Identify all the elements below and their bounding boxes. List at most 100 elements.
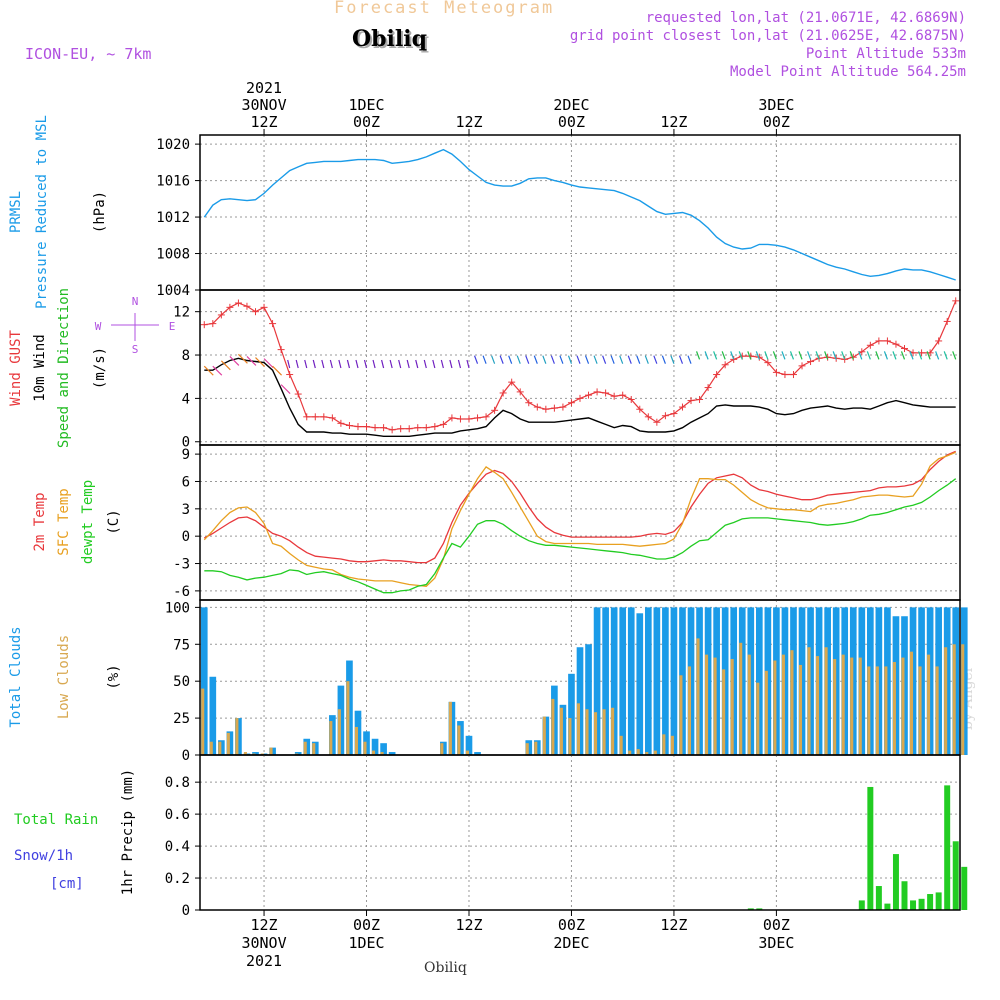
wind-direction-arrow (415, 359, 419, 369)
wind-direction-arrow (246, 356, 257, 366)
total-cloud-bar (465, 735, 473, 755)
rain-bar (747, 908, 754, 910)
wind-unit: (m/s) (92, 347, 108, 389)
low-cloud-bar (201, 688, 205, 755)
wind-direction-arrow (627, 355, 632, 364)
gust-marker (200, 321, 208, 329)
wind-direction-arrow (559, 355, 564, 364)
low-cloud-bar (611, 707, 615, 755)
low-cloud-bar (892, 662, 896, 755)
gust-marker (935, 337, 943, 345)
wind-direction-arrow (272, 365, 283, 376)
bottom-time-year: 2021 (246, 952, 282, 970)
gust-marker (772, 368, 780, 376)
wind-label-speed: 10m Wind (32, 334, 48, 401)
low-cloud-bar (534, 741, 538, 755)
temp-line-2 (204, 478, 957, 594)
gust-marker (781, 371, 789, 379)
top-time-date: 2DEC (553, 96, 589, 114)
wind-direction-arrow (363, 359, 368, 369)
temp-line-0 (203, 450, 956, 564)
wind-direction-arrow (508, 355, 513, 364)
total-cloud-bar (755, 607, 763, 755)
gust-marker (883, 337, 891, 345)
top-time-hour: 00Z (763, 113, 790, 131)
total-cloud-bar (474, 752, 481, 755)
low-cloud-bar (303, 741, 307, 755)
wind-direction-arrow (533, 355, 538, 364)
wind-direction-arrow (824, 351, 829, 360)
wind-direction-arrow (499, 355, 504, 364)
wind-direction-arrow (832, 351, 837, 360)
gust-marker (371, 424, 379, 432)
low-cloud-bar (961, 644, 965, 755)
gust-marker (627, 395, 635, 403)
y-tick-label: -6 (173, 584, 190, 600)
rain-bar (944, 785, 951, 910)
low-cloud-bar (619, 735, 623, 755)
low-cloud-bar (790, 650, 794, 755)
gust-marker (431, 423, 439, 431)
wind-direction-arrow (661, 355, 666, 364)
gust-marker (892, 340, 900, 348)
low-cloud-bar (679, 675, 683, 755)
rain-bar (867, 786, 874, 910)
y-tick-label: -3 (173, 557, 190, 573)
low-cloud-bar (901, 657, 905, 755)
wind-direction-arrow (815, 351, 820, 360)
wind-direction-arrow (918, 351, 923, 360)
low-cloud-bar (696, 638, 700, 755)
wind-direction-arrow (695, 351, 701, 360)
bottom-time-date: 30NOV (241, 934, 286, 952)
wind-direction-arrow (798, 351, 803, 360)
y-tick-label: 0 (182, 529, 190, 545)
low-cloud-bar (559, 707, 563, 755)
gust-marker (542, 405, 550, 413)
gust-marker (226, 303, 234, 311)
model-name: ICON-EU, ~ 7km (25, 45, 152, 63)
wind-direction-arrow (875, 351, 880, 360)
y-tick-label: 0.8 (165, 775, 190, 791)
panel-border (199, 754, 961, 911)
gust-marker (491, 406, 499, 414)
low-cloud-bar (764, 670, 768, 755)
rain-bar (927, 894, 934, 910)
gust-marker (849, 353, 857, 361)
gust-marker (217, 311, 225, 319)
y-tick-label: 8 (182, 348, 190, 364)
rain-bar (756, 908, 763, 910)
gust-marker (721, 361, 729, 369)
y-tick-label: 75 (173, 637, 190, 653)
gust-marker (209, 320, 217, 328)
gust-marker (952, 297, 960, 305)
panel-precipitation: 0 0.2 0.4 0.6 0.8 (165, 754, 968, 919)
total-cloud-bar (610, 607, 618, 755)
bottom-time-date: 1DEC (348, 934, 384, 952)
low-cloud-bar (850, 657, 854, 755)
rain-bar (961, 866, 968, 910)
gust-marker (414, 424, 422, 432)
gust-marker (474, 414, 482, 422)
low-cloud-bar (269, 747, 273, 755)
low-cloud-bar (602, 709, 606, 755)
gust-marker (687, 397, 695, 405)
low-cloud-bar (448, 701, 452, 755)
model-altitude: Model Point Altitude 564.25m (729, 64, 966, 80)
top-time-hour: 12Z (660, 113, 687, 131)
gust-line (204, 300, 957, 431)
wind-direction-arrow (730, 351, 735, 360)
gust-marker (678, 403, 686, 411)
gust-marker (448, 414, 456, 422)
wind-direction-arrow (466, 359, 470, 369)
bottom-time-date: 2DEC (553, 934, 589, 952)
low-cloud-bar (363, 741, 367, 755)
low-cloud-bar (209, 741, 213, 755)
low-cloud-bar (243, 752, 247, 755)
wind-direction-arrow (389, 359, 393, 369)
gust-marker (499, 389, 507, 397)
low-cloud-bar (816, 656, 820, 755)
top-time-year: 2021 (246, 79, 282, 97)
rain-bar (935, 892, 942, 910)
wind-direction-arrow (406, 359, 410, 369)
low-cloud-bar (218, 741, 222, 755)
